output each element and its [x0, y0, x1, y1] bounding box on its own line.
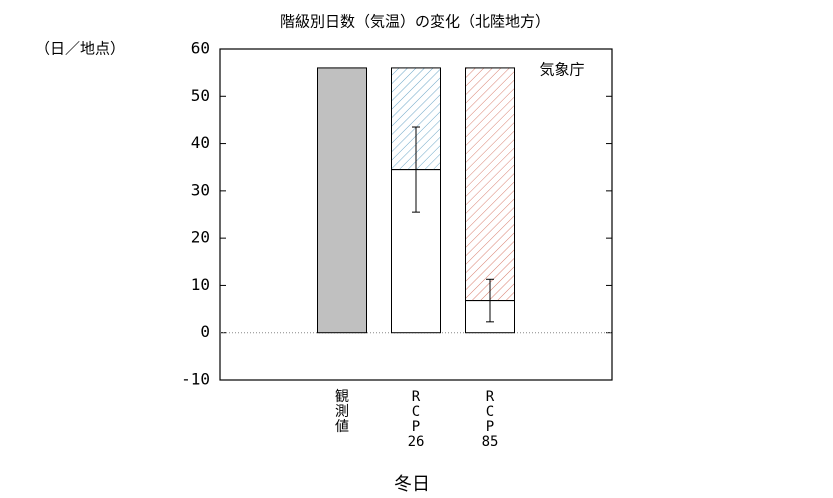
- y-tick-label: 0: [200, 322, 210, 341]
- x-tick-label: P: [412, 419, 420, 435]
- x-tick-label: 85: [482, 434, 499, 450]
- bar-segment: [465, 67, 515, 302]
- y-tick-label: 30: [191, 180, 210, 199]
- y-tick-label: 60: [191, 39, 210, 58]
- error-bar: [412, 126, 420, 213]
- x-tick-label: 測: [335, 404, 349, 420]
- chart-title: 階級別日数（気温）の変化（北陸地方）: [280, 13, 550, 31]
- y-tick-label: 10: [191, 275, 210, 294]
- x-tick-label: 値: [335, 419, 349, 435]
- x-tick-label: 26: [408, 434, 425, 450]
- x-tick-label: C: [412, 404, 420, 420]
- y-tick-label: -10: [181, 370, 210, 389]
- x-tick-label: P: [486, 419, 494, 435]
- x-label: 冬日: [394, 474, 430, 495]
- y-unit: （日／地点）: [35, 40, 125, 58]
- x-tick-label: R: [412, 389, 421, 405]
- y-tick-label: 50: [191, 86, 210, 105]
- x-tick-label: R: [486, 389, 495, 405]
- x-tick-label: C: [486, 404, 494, 420]
- source: 気象庁: [539, 61, 584, 79]
- plot-frame: [219, 48, 613, 381]
- y-tick-label: 20: [191, 228, 210, 247]
- bar: [317, 67, 367, 334]
- x-tick-label: 観: [335, 388, 349, 405]
- y-tick-label: 40: [191, 133, 210, 152]
- error-bar: [486, 278, 494, 323]
